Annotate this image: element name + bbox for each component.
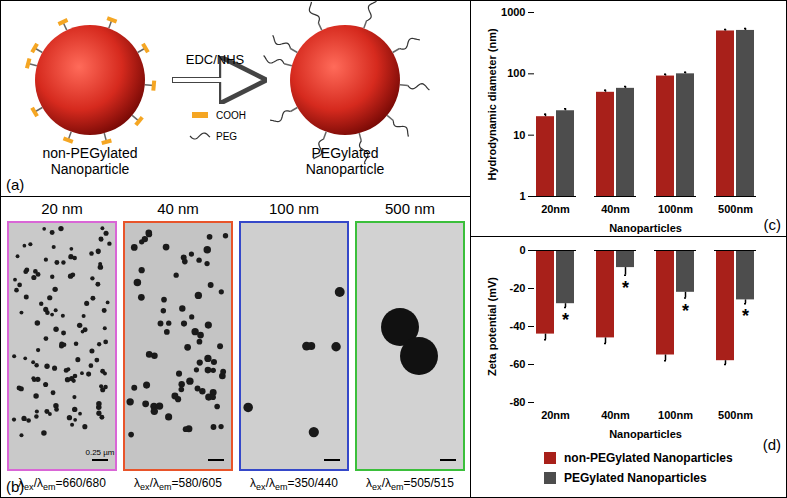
svg-text:λex/λem=350/440: λex/λem=350/440 [250, 476, 338, 492]
svg-text:λex/λem=660/680: λex/λem=660/680 [18, 476, 106, 492]
svg-text:100nm: 100nm [658, 409, 693, 421]
svg-text:*: * [682, 301, 689, 321]
svg-text:Nanoparticles: Nanoparticles [609, 222, 682, 234]
svg-text:0: 0 [519, 244, 525, 256]
svg-text:500 nm: 500 nm [385, 200, 435, 217]
svg-text:Nanoparticles: Nanoparticles [609, 428, 682, 440]
svg-text:20nm: 20nm [541, 409, 570, 421]
svg-text:40nm: 40nm [601, 203, 630, 215]
svg-text:-40: -40 [510, 320, 526, 332]
svg-text:40 nm: 40 nm [157, 200, 199, 217]
svg-text:100 nm: 100 nm [269, 200, 319, 217]
svg-text:10: 10 [513, 129, 525, 141]
svg-text:*: * [742, 306, 749, 326]
svg-text:λex/λem=505/515: λex/λem=505/515 [366, 476, 454, 492]
svg-text:*: * [562, 310, 569, 330]
svg-text:PEG: PEG [216, 131, 237, 142]
svg-text:40nm: 40nm [601, 409, 630, 421]
svg-text:100: 100 [507, 67, 525, 79]
svg-text:20 nm: 20 nm [41, 200, 83, 217]
svg-text:non-PEGylated: non-PEGylated [43, 145, 138, 161]
html-text:non-PEGylated Nanoparticles: non-PEGylated Nanoparticles [564, 451, 733, 465]
svg-text:500nm: 500nm [718, 409, 753, 421]
svg-text:EDC/NHS: EDC/NHS [186, 52, 245, 67]
svg-text:Zeta potential (mV): Zeta potential (mV) [486, 277, 498, 376]
svg-text:1: 1 [519, 190, 525, 202]
svg-text:PEGylated: PEGylated [312, 145, 379, 161]
svg-text:Hydrodynamic diameter (nm): Hydrodynamic diameter (nm) [486, 28, 498, 181]
svg-text:1000: 1000 [501, 6, 525, 18]
svg-text:(d): (d) [763, 436, 781, 453]
svg-text:-20: -20 [510, 282, 526, 294]
svg-text:-80: -80 [510, 396, 526, 408]
svg-text:(c): (c) [764, 216, 782, 233]
svg-text:(b): (b) [6, 478, 24, 495]
svg-text:-60: -60 [510, 358, 526, 370]
svg-text:Nanoparticle: Nanoparticle [306, 161, 385, 177]
svg-text:Nanoparticle: Nanoparticle [51, 161, 130, 177]
html-text:PEGylated Nanoparticles: PEGylated Nanoparticles [564, 471, 707, 485]
svg-text:COOH: COOH [216, 110, 246, 121]
svg-text:20nm: 20nm [541, 203, 570, 215]
svg-text:500nm: 500nm [718, 203, 753, 215]
svg-text:100nm: 100nm [658, 203, 693, 215]
svg-text:λex/λem=580/605: λex/λem=580/605 [134, 476, 222, 492]
svg-text:*: * [622, 278, 629, 298]
svg-text:(a): (a) [6, 176, 24, 193]
svg-text:0.25 µm: 0.25 µm [85, 448, 114, 457]
